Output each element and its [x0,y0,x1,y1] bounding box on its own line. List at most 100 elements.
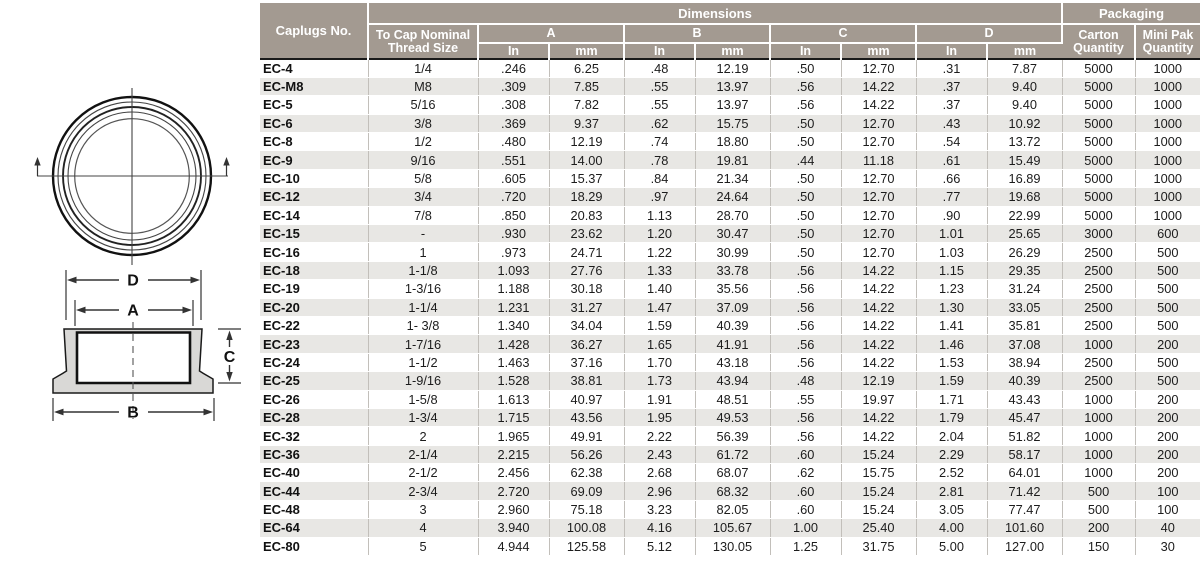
dimensions-table-container: Caplugs No. Dimensions Packaging To Cap … [260,3,1200,557]
value-cell: 1.13 [624,206,696,226]
value-cell: .50 [770,132,842,152]
value-cell: 30.47 [695,224,771,244]
col-header-dim-d: D [916,24,1064,44]
value-cell: .50 [770,242,842,262]
value-cell: 1000 [1135,187,1200,207]
value-cell: 1/2 [368,132,479,152]
value-cell: 1.71 [916,390,988,409]
value-cell: 33.05 [987,298,1063,317]
value-cell: 2.04 [916,426,988,446]
caplugs-no-cell: EC-14 [260,206,369,226]
value-cell: .56 [770,279,842,299]
table-row: EC-10 5/8.605 15.37.84 21.34.50 12.70.66 16.8… [260,169,1200,189]
value-cell: .973 [478,242,550,262]
value-cell: 25.40 [841,518,917,538]
col-header-dim-a: A [478,24,625,44]
col-header-a-mm: mm [549,43,625,59]
value-cell: 2500 [1062,261,1136,281]
value-cell: 1.231 [478,298,550,317]
value-cell: 600 [1135,224,1200,244]
value-cell: 2.52 [916,463,988,483]
caplugs-no-cell: EC-15 [260,224,369,244]
col-header-b-in: In [624,43,696,59]
caplugs-no-cell: EC-36 [260,445,369,465]
value-cell: 37.16 [549,353,625,373]
value-cell: .60 [770,481,842,501]
table-row: EC-48 3 2.960 75.18 3.23 82.05.60 15.24 3.05 77.… [260,500,1200,520]
value-cell: 500 [1062,481,1136,501]
value-cell: 24.71 [549,242,625,262]
value-cell: 200 [1135,426,1200,446]
value-cell: 1.188 [478,279,550,299]
cap-side-view [52,322,214,419]
value-cell: 1000 [1135,132,1200,152]
table-row: EC-8 1/2.480 12.19.74 18.80.50 12.70.54 13.72… [260,132,1200,152]
value-cell: 2500 [1062,353,1136,373]
value-cell: 13.97 [695,77,771,97]
caplugs-no-cell: EC-48 [260,500,369,520]
value-cell: 2-1/4 [368,445,479,465]
value-cell: 1.093 [478,261,550,281]
value-cell: 500 [1135,316,1200,336]
col-header-c-in: In [770,43,842,59]
caplugs-no-cell: EC-26 [260,390,369,409]
value-cell: 200 [1135,445,1200,465]
value-cell: 1.59 [916,371,988,391]
value-cell: 5000 [1062,187,1136,207]
value-cell: 1.59 [624,316,696,336]
value-cell: 9.37 [549,114,625,134]
col-header-caplugs-no: Caplugs No. [260,3,369,59]
value-cell: 2.29 [916,445,988,465]
table-body: EC-4 1/4.246 6.25.48 12.19.50 12.70.31 7.87 50… [260,57,1200,557]
value-cell: 4.00 [916,518,988,538]
table-row: EC-6 3/8.369 9.37.62 15.75.50 12.70.43 10.92 5… [260,114,1200,134]
table-row: EC-64 4 3.940 100.08 4.16 105.67 1.00 25.40 4.00… [260,518,1200,538]
value-cell: 12.19 [841,371,917,391]
value-cell: .369 [478,114,550,134]
value-cell: 1-1/4 [368,298,479,317]
value-cell: 1.428 [478,334,550,354]
value-cell: 1000 [1062,408,1136,428]
value-cell: 14.00 [549,150,625,170]
value-cell: 19.97 [841,390,917,409]
value-cell: 1.23 [916,279,988,299]
value-cell: 45.47 [987,408,1063,428]
value-cell: 19.68 [987,187,1063,207]
value-cell: 38.94 [987,353,1063,373]
value-cell: 64.01 [987,463,1063,483]
col-header-c-mm: mm [841,43,917,59]
value-cell: 56.26 [549,445,625,465]
value-cell: 100 [1135,500,1200,520]
col-header-packaging: Packaging [1062,3,1200,25]
col-header-a-in: In [478,43,550,59]
value-cell: .480 [478,132,550,152]
value-cell: .56 [770,316,842,336]
dim-label-a: A [127,303,139,320]
dim-label-b: B [127,405,139,422]
value-cell: 25.65 [987,224,1063,244]
value-cell: 100 [1135,481,1200,501]
value-cell: .48 [624,57,696,78]
value-cell: 1.53 [916,353,988,373]
table-row: EC-40 2-1/2 2.456 62.38 2.68 68.07.62 15.75 2.5… [260,463,1200,483]
value-cell: 1-5/8 [368,390,479,409]
caplugs-no-cell: EC-32 [260,426,369,446]
value-cell: 24.64 [695,187,771,207]
value-cell: 1000 [1062,334,1136,354]
value-cell: 2.456 [478,463,550,483]
table-row: EC-4 1/4.246 6.25.48 12.19.50 12.70.31 7.87 50… [260,57,1200,78]
dim-label-d: D [127,273,139,290]
value-cell: 3/4 [368,187,479,207]
value-cell: 1.47 [624,298,696,317]
value-cell: 1-7/16 [368,334,479,354]
table-row: EC-19 1-3/16 1.188 30.18 1.40 35.56.56 14.22 1.… [260,279,1200,299]
value-cell: 40.39 [695,316,771,336]
value-cell: .60 [770,500,842,520]
value-cell: 2.68 [624,463,696,483]
value-cell: 3.940 [478,518,550,538]
value-cell: .48 [770,371,842,391]
value-cell: 5000 [1062,206,1136,226]
table-row: EC-9 9/16.551 14.00.78 19.81.44 11.18.61 15.4… [260,150,1200,170]
dimension-d: D [65,270,202,320]
table-row: EC-20 1-1/4 1.231 31.27 1.47 37.09.56 14.22 1.3… [260,298,1200,317]
